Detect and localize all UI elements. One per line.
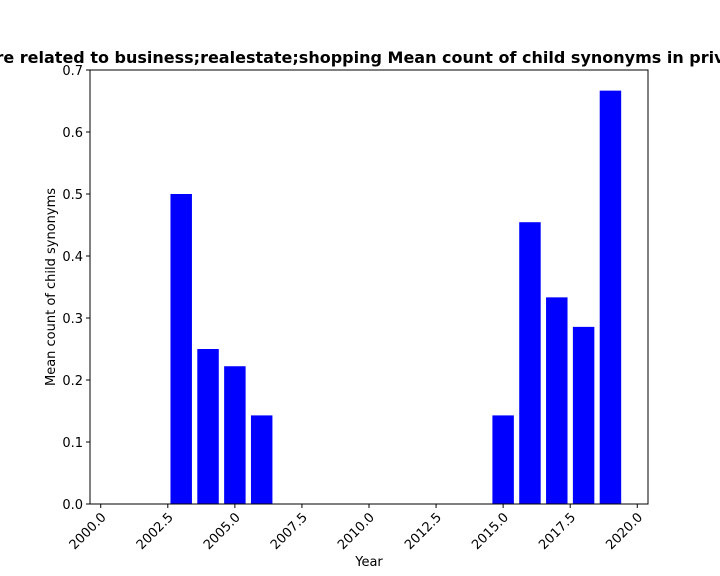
bar-2005: [224, 366, 246, 504]
y-tick-label: 0.5: [62, 188, 83, 203]
bar-2004: [197, 349, 219, 504]
x-tick-label: 2005.0: [201, 510, 244, 553]
bar-2006: [250, 415, 273, 504]
y-axis-ticks: 0.0 0.1 0.2 0.3 0.4 0.5 0.6 0.7: [62, 64, 90, 513]
bar-2015: [492, 415, 514, 504]
bar-2016: [519, 222, 541, 504]
bar-2003: [170, 194, 192, 504]
x-tick-label: 2010.0: [335, 510, 378, 553]
bar-2018: [572, 326, 595, 504]
x-tick-label: 2015.0: [469, 510, 512, 553]
x-tick-label: 2002.5: [134, 510, 177, 553]
y-tick-label: 0.3: [62, 312, 83, 327]
y-tick-label: 0.0: [62, 498, 83, 513]
y-tick-label: 0.4: [62, 250, 83, 265]
x-tick-label: 2000.0: [67, 510, 110, 553]
bar-2017: [546, 297, 568, 504]
bars-group: [170, 90, 622, 505]
y-tick-label: 0.1: [62, 436, 83, 451]
x-tick-label: 2012.5: [402, 510, 445, 553]
y-tick-label: 0.7: [62, 64, 83, 79]
x-tick-label: 2020.0: [603, 510, 646, 553]
x-tick-label: 2007.5: [268, 510, 311, 553]
x-tick-label: 2017.5: [536, 510, 579, 553]
y-axis-label: Mean count of child synonyms: [44, 188, 59, 386]
chart-title: re related to business;realestate;shoppi…: [0, 48, 720, 67]
y-tick-label: 0.2: [62, 374, 83, 389]
x-axis-ticks: 2000.0 2002.5 2005.0 2007.5 2010.0 2012.5 2015…: [67, 504, 646, 553]
x-axis-label: Year: [354, 555, 383, 570]
y-tick-label: 0.6: [62, 126, 83, 141]
bar-2019: [599, 90, 622, 505]
